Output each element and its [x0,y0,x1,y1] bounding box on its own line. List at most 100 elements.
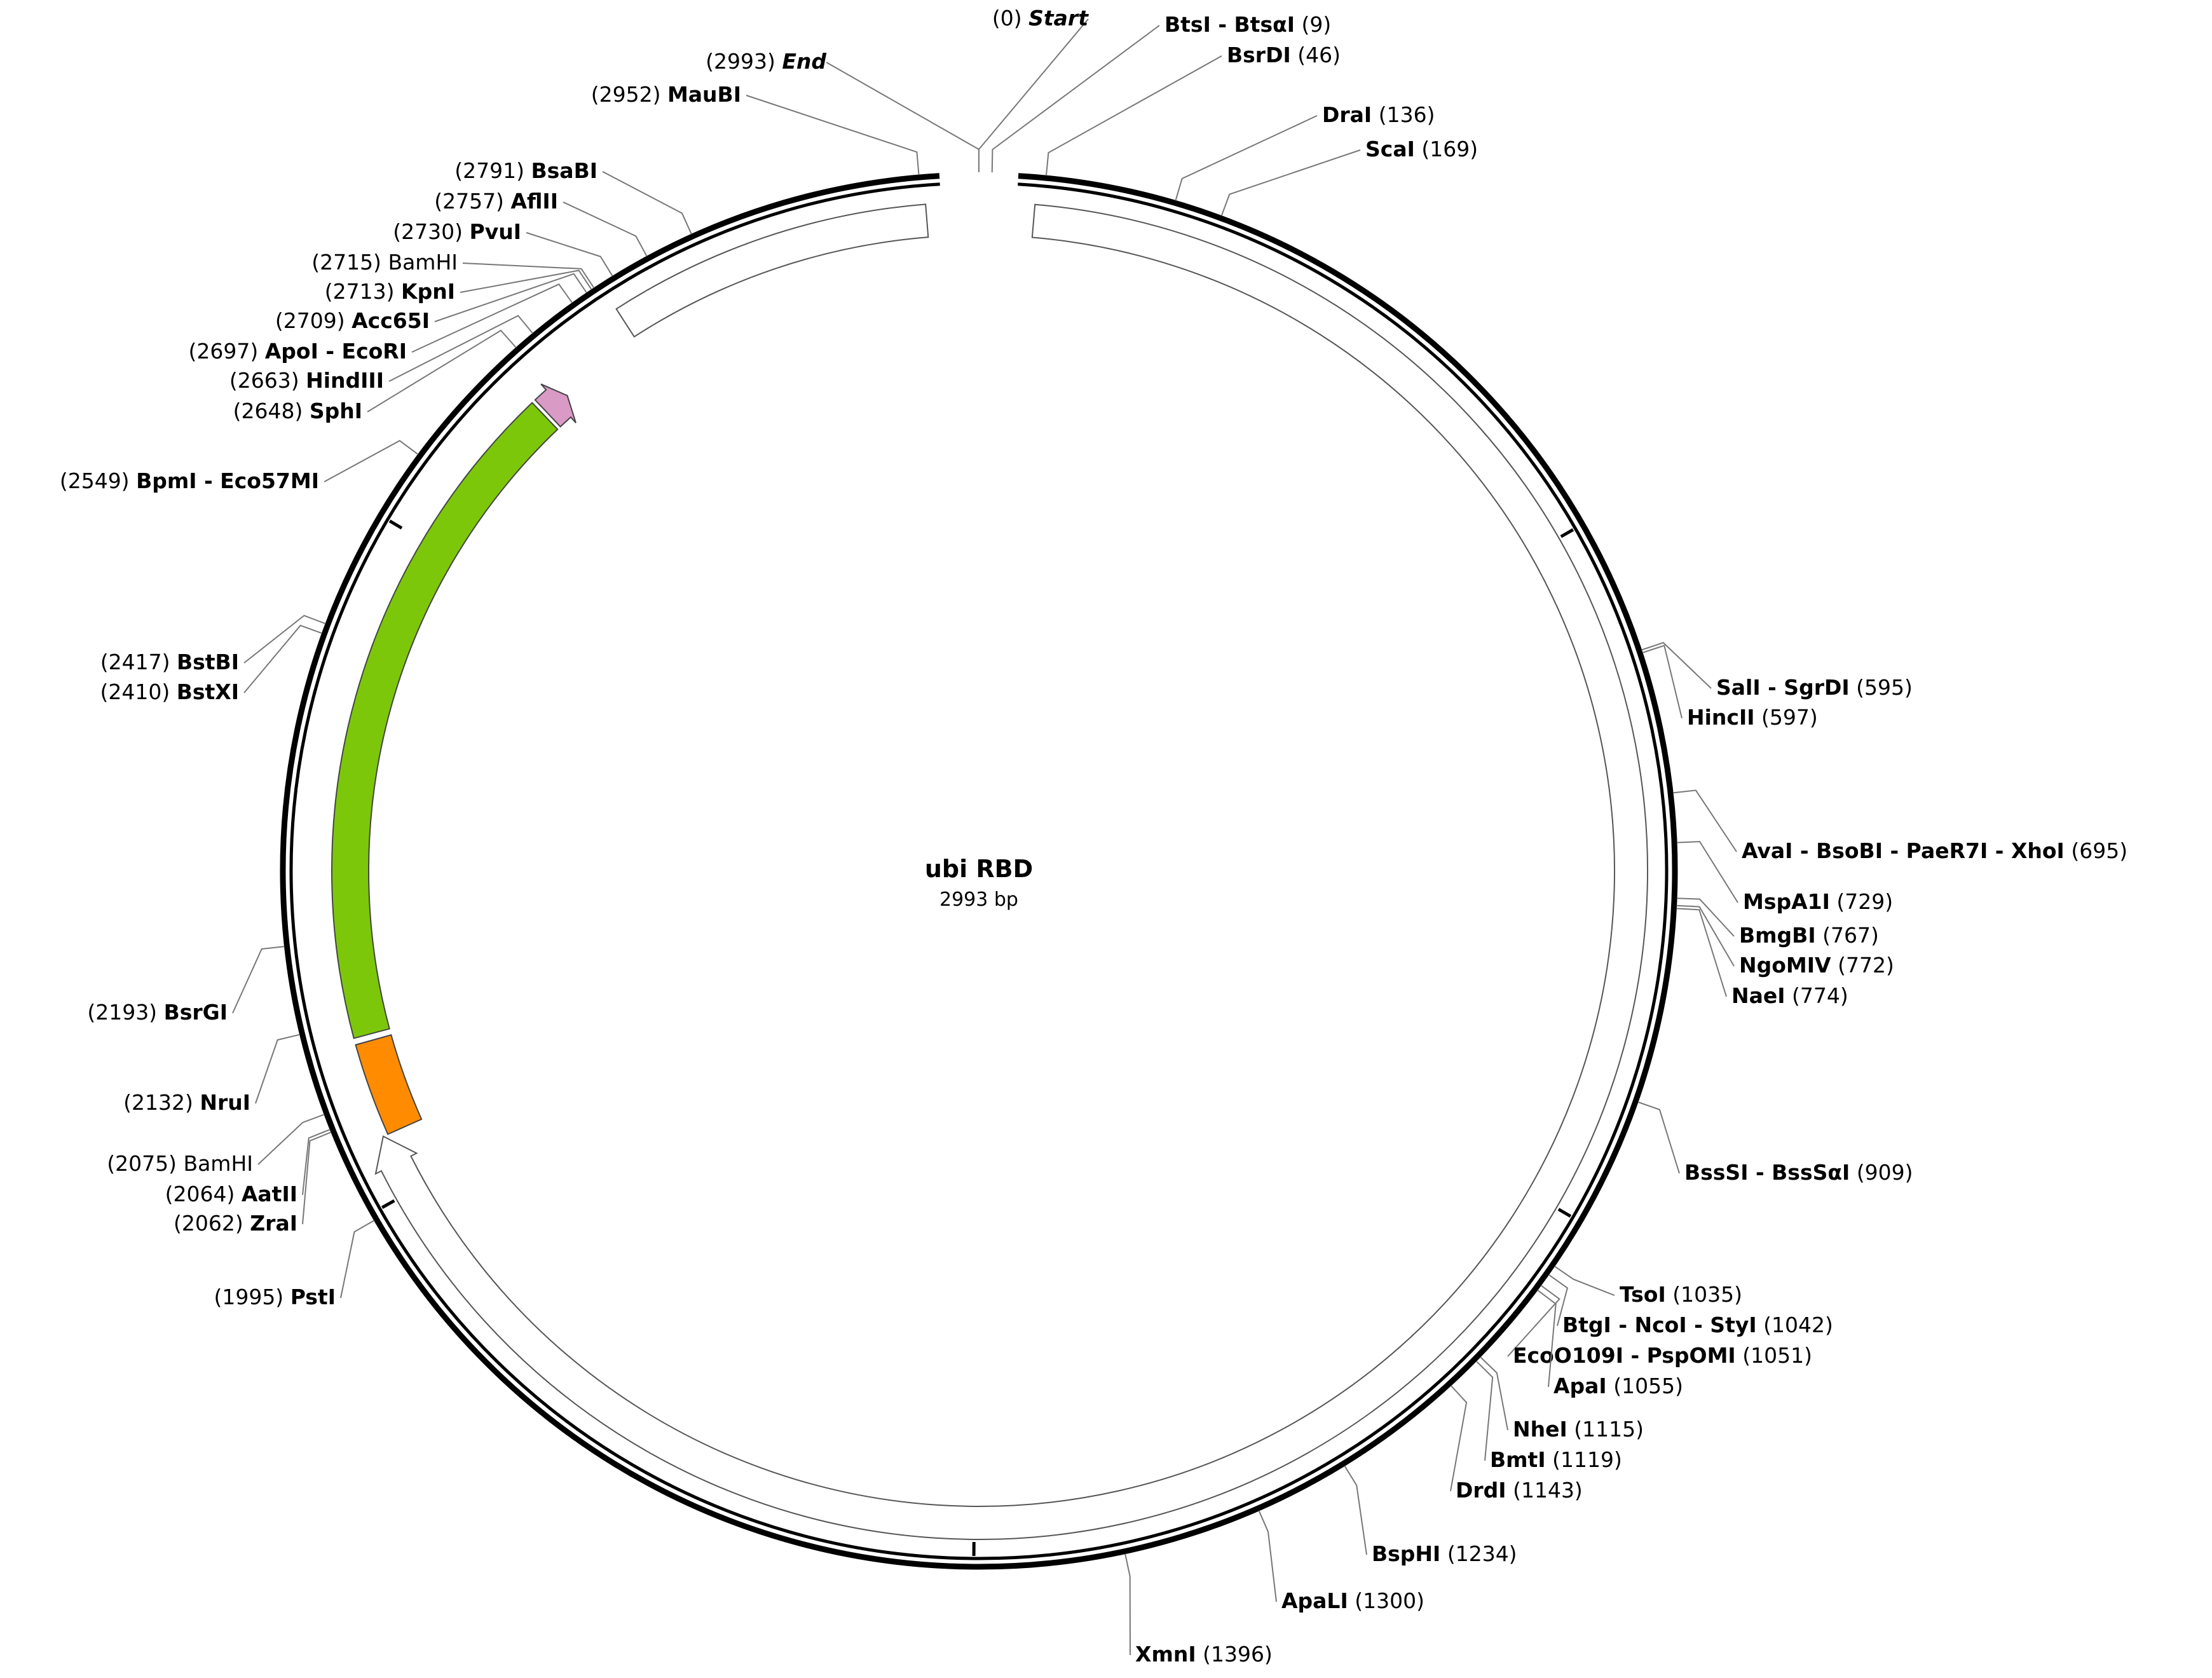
site-label-aflii: (2757) AflII [434,189,558,214]
site-position: (772) [1838,953,1894,978]
site-name: NgoMIV [1739,953,1831,978]
site-label-avai-bsobi-paer7i-xhoi: AvaI - BsoBI - PaeR7I - XhoI (695) [1742,838,2127,863]
site-label-bstxi: (2410) BstXI [100,679,239,704]
site-position: (2952) [591,82,661,107]
site-name: HincII [1687,705,1755,730]
site-connector [257,1114,325,1165]
site-label-drai: DraI (136) [1322,102,1435,127]
site-connector [1637,1101,1680,1174]
site-name: End [782,49,826,74]
site-position: (2993) [706,49,775,74]
site-name: BsaBI [531,158,598,183]
site-label-nrui: (2132) NruI [123,1090,250,1115]
site-position: (767) [1822,923,1879,948]
site-name: ApaI [1553,1374,1607,1398]
site-name: BstBI [177,650,239,674]
site-name: Acc65I [352,308,430,333]
site-connector [826,62,980,172]
site-label-bsphi: BspHI (1234) [1372,1541,1517,1566]
site-connector [1475,1360,1494,1461]
site-label-ecoo109i-pspomi: EcoO109I - PspOMI (1051) [1513,1343,1812,1368]
site-name: MspA1I [1743,889,1830,914]
site-connector [1677,841,1738,903]
site-label-maubi: (2952) MauBI [591,82,741,107]
site-position: (1300) [1355,1588,1424,1613]
site-position: (1055) [1613,1374,1683,1398]
site-label-bsrgi: (2193) BsrGI [87,1000,228,1025]
tick-layer [381,519,1574,1556]
site-label-bmgbi: BmgBI (767) [1739,923,1879,948]
site-label-psti: (1995) PstI [214,1285,336,1309]
site-label-drdi: DrdI (1143) [1456,1478,1583,1503]
site-connector [462,263,595,289]
site-position: (1119) [1552,1447,1622,1472]
site-label-bmti: BmtI (1119) [1490,1447,1622,1472]
site-connector [746,95,920,175]
site-label-pvui: (2730) PvuI [393,219,521,244]
feature-signal-peptide [355,1034,423,1135]
site-name: AatII [242,1182,297,1206]
site-label-nhei: NheI (1115) [1513,1417,1644,1442]
site-position: (2709) [275,308,345,333]
tick-mark [1557,1208,1572,1218]
site-connector [602,171,692,235]
site-name: NheI [1513,1417,1567,1442]
site-connector [255,1033,300,1104]
site-label-zrai: (2062) ZraI [174,1211,297,1236]
site-connector [991,25,1160,173]
site-position: (595) [1856,675,1913,700]
site-connector [1673,789,1737,852]
tick-mark [381,1199,395,1210]
site-connector [340,1220,375,1299]
site-label-sali-sgrdi: SalI - SgrDI (595) [1716,675,1913,700]
site-connector [1537,1290,1557,1388]
site-connector [232,946,285,1014]
site-label-start: (0) Start [992,6,1089,31]
site-name: NaeI [1731,983,1785,1008]
site-name: ScaI [1365,137,1415,161]
site-connector [1676,904,1735,967]
site-layer: (0) Start BtsI - BtsαI (9) BsrDI (46) DraI … [60,6,2127,1667]
site-connector [367,329,517,413]
site-connector [1258,1510,1277,1602]
site-position: (1115) [1574,1417,1644,1442]
site-label-acc65i: (2709) Acc65I [275,308,430,333]
site-position: (2410) [100,679,170,704]
site-label-apoi-ecori: (2697) ApoI - EcoRI [189,339,407,364]
site-connector [978,18,1089,172]
site-label-bsssi-bsss-i: BssSI - BssSαI (909) [1684,1160,1913,1185]
site-label-scai: ScaI (169) [1365,137,1478,161]
site-label-btsi-bts-i: BtsI - BtsαI (9) [1164,12,1331,37]
site-position: (729) [1836,889,1893,914]
site-connector [1507,1285,1560,1357]
site-connector [388,315,533,382]
site-connector [563,201,648,257]
site-name: ApaLI [1281,1588,1348,1613]
site-label-bpmi-eco57mi: (2549) BpmI - Eco57MI [60,468,319,493]
site-connector [243,615,326,664]
site-connector [411,283,573,353]
site-position: (1995) [214,1285,283,1309]
site-position: (2757) [434,189,504,214]
site-name: BmtI [1490,1447,1546,1472]
site-connector [1124,1553,1131,1656]
site-position: (2715) [311,250,381,275]
site-label-xmni: XmnI (1396) [1135,1642,1273,1667]
site-name: KpnI [401,279,455,304]
site-position: (2713) [325,279,395,304]
site-position: (597) [1761,705,1818,730]
site-name: Start [1028,6,1089,31]
site-position: (1234) [1447,1541,1517,1566]
site-name: BspHI [1372,1541,1440,1566]
site-connector [1676,908,1727,997]
site-name: BsrDI [1227,43,1291,67]
site-name: EcoO109I - PspOMI [1513,1343,1736,1368]
site-name: BtsI - BtsαI [1164,12,1295,37]
site-name: PstI [290,1285,336,1309]
feature-ubi-promoter [374,203,1648,1540]
site-position: (909) [1857,1160,1913,1185]
site-position: (1051) [1742,1343,1812,1368]
site-position: (695) [2071,838,2127,863]
site-name: BsrGI [164,1000,228,1025]
site-connector [1480,1356,1508,1431]
